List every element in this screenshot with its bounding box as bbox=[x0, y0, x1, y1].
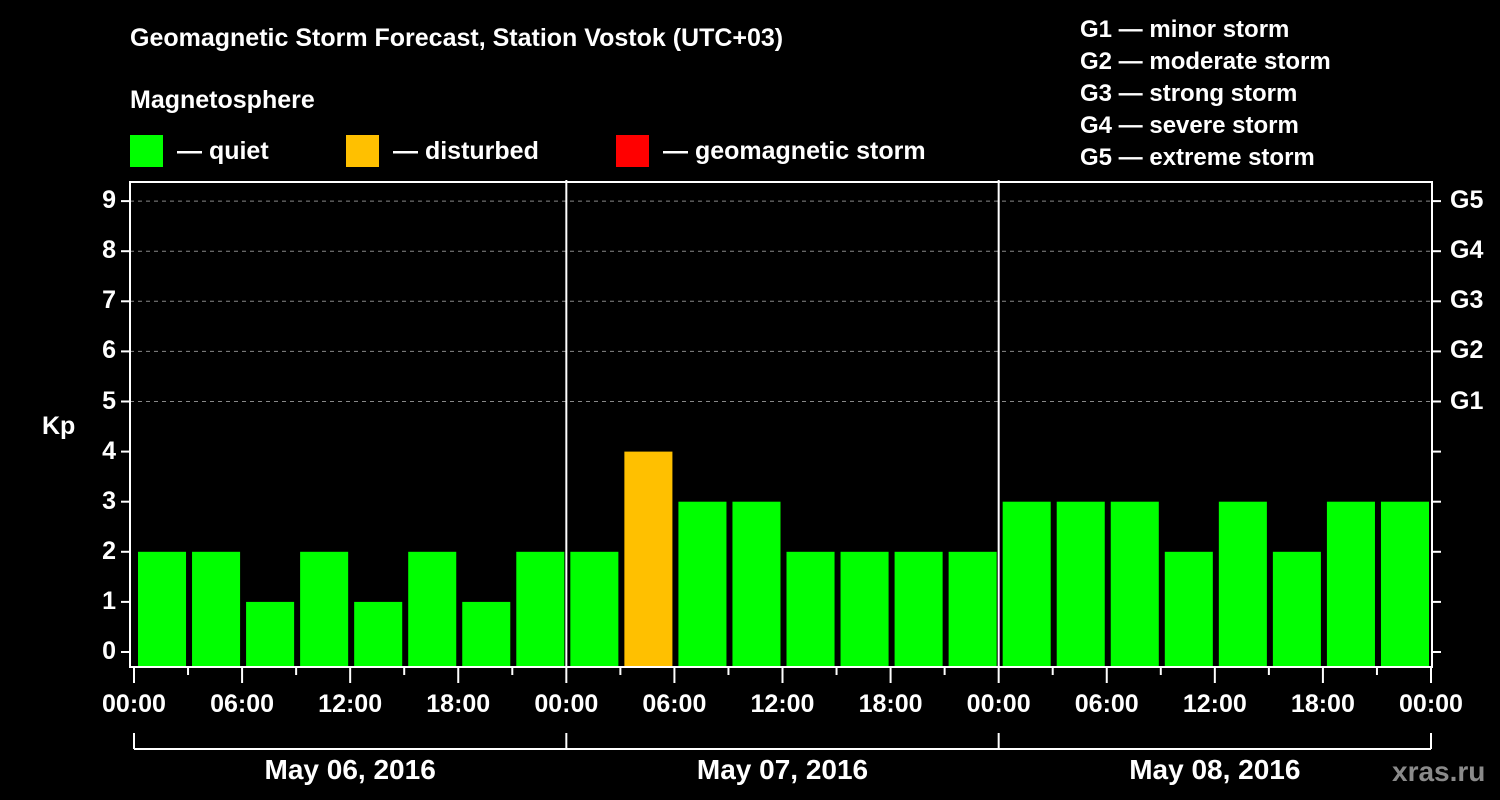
y-tick-label: 0 bbox=[102, 637, 116, 665]
kp-bar bbox=[840, 551, 889, 667]
g-scale-item: G5 — extreme storm bbox=[1080, 144, 1315, 171]
kp-bar bbox=[1164, 551, 1213, 667]
kp-bar bbox=[786, 551, 835, 667]
x-tick-label: 12:00 bbox=[318, 690, 383, 718]
plot-frame bbox=[129, 181, 1433, 668]
y-tick-label: 5 bbox=[102, 386, 116, 415]
y-tick-label: 2 bbox=[102, 536, 116, 565]
legend-quiet: — quiet bbox=[130, 134, 269, 168]
legend-disturbed: — disturbed bbox=[346, 134, 539, 168]
y-tick-label: 8 bbox=[102, 236, 116, 265]
kp-bar bbox=[1218, 501, 1267, 667]
kp-bar bbox=[1002, 501, 1051, 667]
kp-bar bbox=[570, 551, 619, 667]
storm-swatch-icon bbox=[616, 135, 649, 167]
y-axis-label: Kp bbox=[42, 412, 76, 440]
date-label: May 06, 2016 bbox=[264, 754, 436, 785]
kp-bar bbox=[138, 551, 187, 667]
x-tick-label: 00:00 bbox=[534, 690, 599, 718]
kp-bar bbox=[678, 501, 727, 667]
g-scale-item: G3 — strong storm bbox=[1080, 80, 1298, 107]
watermark: xras.ru bbox=[1392, 756, 1486, 787]
y-tick-label: 3 bbox=[102, 486, 116, 515]
legend-storm: — geomagnetic storm bbox=[616, 134, 926, 168]
legend-storm-label: — geomagnetic storm bbox=[663, 136, 926, 165]
x-tick-label: 06:00 bbox=[642, 690, 707, 718]
legend-quiet-label: — quiet bbox=[177, 136, 269, 165]
kp-bar bbox=[300, 551, 349, 667]
x-tick-label: 12:00 bbox=[750, 690, 815, 718]
kp-bar bbox=[1110, 501, 1159, 667]
y-tick-label: 1 bbox=[102, 586, 116, 615]
chart-subtitle: Magnetosphere bbox=[130, 86, 315, 114]
kp-bar bbox=[1056, 501, 1105, 667]
y-tick-label: 4 bbox=[102, 436, 116, 465]
kp-bar bbox=[894, 551, 943, 667]
y-tick-label: 6 bbox=[102, 336, 116, 365]
kp-bar bbox=[732, 501, 781, 667]
date-label: May 07, 2016 bbox=[696, 754, 869, 785]
x-tick-label: 18:00 bbox=[426, 690, 491, 718]
kp-bar bbox=[246, 601, 295, 667]
kp-bar bbox=[516, 551, 565, 667]
x-tick-label: 00:00 bbox=[102, 690, 166, 718]
kp-bar bbox=[1380, 501, 1429, 667]
chart-title: Geomagnetic Storm Forecast, Station Vost… bbox=[130, 24, 784, 52]
x-tick-label: 00:00 bbox=[966, 690, 1031, 718]
g-tick-label: G3 bbox=[1450, 286, 1484, 315]
x-tick-label: 00:00 bbox=[1399, 690, 1463, 718]
g-scale-item: G4 — severe storm bbox=[1080, 112, 1299, 139]
kp-bar bbox=[354, 601, 403, 667]
x-tick-label: 06:00 bbox=[1074, 690, 1139, 718]
x-tick-label: 06:00 bbox=[210, 690, 275, 718]
kp-bar bbox=[1272, 551, 1321, 667]
x-tick-label: 12:00 bbox=[1182, 690, 1247, 718]
g-scale-item: G2 — moderate storm bbox=[1080, 48, 1331, 75]
kp-bar bbox=[1326, 501, 1375, 667]
x-tick-label: 18:00 bbox=[1290, 690, 1355, 718]
disturbed-swatch-icon bbox=[346, 135, 379, 167]
g-tick-label: G4 bbox=[1450, 236, 1484, 265]
date-label: May 08, 2016 bbox=[1129, 754, 1301, 785]
y-tick-label: 9 bbox=[102, 186, 116, 215]
g-tick-label: G5 bbox=[1450, 186, 1484, 215]
kp-bar bbox=[462, 601, 511, 667]
g-scale-item: G1 — minor storm bbox=[1080, 16, 1290, 43]
quiet-swatch-icon bbox=[130, 135, 163, 167]
kp-bar bbox=[948, 551, 997, 667]
g-tick-label: G2 bbox=[1450, 336, 1484, 365]
kp-bar bbox=[624, 451, 673, 667]
x-tick-label: 18:00 bbox=[858, 690, 923, 718]
g-tick-label: G1 bbox=[1450, 386, 1484, 415]
kp-bar bbox=[408, 551, 457, 667]
y-tick-label: 7 bbox=[102, 286, 116, 315]
g-scale-legend: G1 — minor storm G2 — moderate storm G3 … bbox=[1080, 14, 1331, 174]
kp-bar bbox=[192, 551, 241, 667]
legend-disturbed-label: — disturbed bbox=[393, 136, 539, 165]
